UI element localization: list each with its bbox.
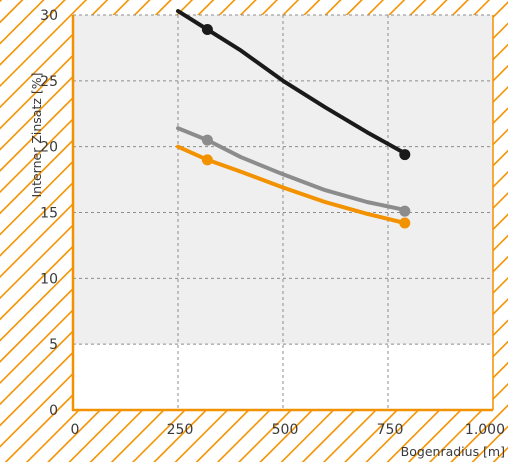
series-2 (176, 126, 411, 217)
series-point (201, 134, 213, 146)
tick-labels: 0 5 10 15 20 25 30 0 250 500 750 1.000 (40, 8, 505, 438)
x-tick-label: 500 (272, 422, 299, 438)
y-tick-label: 5 (49, 337, 58, 353)
x-tick-label: 0 (71, 422, 80, 438)
series-point (399, 149, 411, 161)
y-tick-label: 0 (49, 403, 58, 419)
x-axis-title: Bogenradius [m] (401, 444, 505, 459)
x-tick-label: 250 (167, 422, 194, 438)
y-tick-label: 10 (40, 271, 58, 287)
y-axis-title: Interner Zinsatz [%] (29, 72, 44, 197)
y-tick-label: 25 (40, 74, 58, 90)
x-tick-label: 750 (377, 422, 404, 438)
series-1 (176, 9, 411, 161)
x-tick-label: 1.000 (465, 422, 505, 438)
y-tick-label: 15 (40, 206, 58, 222)
series-point (201, 154, 213, 166)
series-3 (176, 144, 411, 229)
y-tick-label: 30 (40, 8, 58, 24)
axes (71, 15, 494, 412)
y-tick-label: 20 (40, 140, 58, 156)
series-point (399, 205, 411, 217)
series-lines (176, 9, 411, 229)
series-point (399, 217, 411, 229)
series-point (201, 23, 213, 35)
